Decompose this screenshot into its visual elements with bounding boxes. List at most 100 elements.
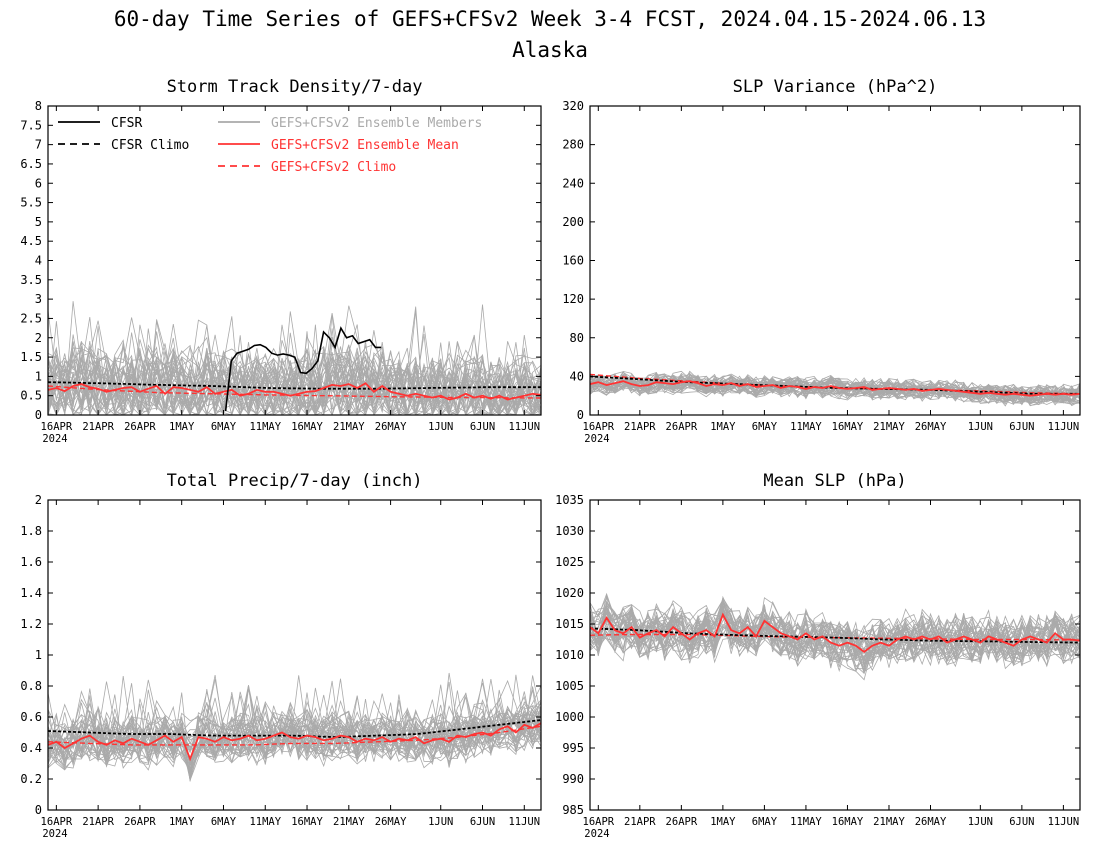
x-tick-label: 21MAY xyxy=(873,816,905,828)
legend-label: CFSR Climo xyxy=(111,138,189,153)
y-tick-label: 1005 xyxy=(555,679,584,693)
x-tick-label: 21MAY xyxy=(333,816,365,828)
ensemble-members xyxy=(48,672,541,782)
y-tick-label: 995 xyxy=(562,741,584,755)
ensemble-member-line xyxy=(590,371,1080,403)
y-tick-label: 1.6 xyxy=(20,555,42,569)
x-tick-label: 16MAY xyxy=(291,421,323,433)
x-tick-label: 26MAY xyxy=(375,421,407,433)
legend-label: GEFS+CFSv2 Ensemble Mean xyxy=(271,138,459,153)
plot-area xyxy=(590,592,1080,681)
plot-area xyxy=(48,301,541,415)
ensemble-member-line xyxy=(590,605,1080,667)
ensemble-member-line xyxy=(590,596,1080,668)
x-tick-label: 21APR xyxy=(624,816,656,828)
x-tick-label: 11JUN xyxy=(1048,816,1080,828)
ensemble-member-line xyxy=(590,606,1080,664)
panel-title: Storm Track Density/7-day xyxy=(167,77,423,97)
x-tick-label: 26APR xyxy=(666,421,698,433)
y-tick-label: 160 xyxy=(562,254,584,268)
y-tick-label: 240 xyxy=(562,176,584,190)
x-tick-label: 21MAY xyxy=(333,421,365,433)
x-tick-label: 21APR xyxy=(82,421,114,433)
x-tick-label: 6JUN xyxy=(470,816,495,828)
y-tick-label: 40 xyxy=(570,369,584,383)
y-tick-label: 6 xyxy=(35,176,42,190)
y-tick-label: 3 xyxy=(35,292,42,306)
x-tick-label: 11JUN xyxy=(1048,421,1080,433)
y-tick-label: 0.2 xyxy=(20,772,42,786)
legend-label: GEFS+CFSv2 Ensemble Members xyxy=(271,116,482,131)
y-tick-label: 4 xyxy=(35,254,42,268)
y-tick-label: 1 xyxy=(35,648,42,662)
y-tick-label: 0 xyxy=(35,408,42,422)
slp-variance-panel: SLP Variance (hPa^2) 0 40 80 120 160 200 240 280… xyxy=(562,77,1081,445)
y-tick-label: 0.4 xyxy=(20,741,42,755)
x-tick-label: 16APR xyxy=(41,421,73,433)
plot-area xyxy=(590,370,1080,407)
figure-title-line2: Alaska xyxy=(512,38,588,62)
y-tick-label: 990 xyxy=(562,772,584,786)
y-tick-label: 6.5 xyxy=(20,157,42,171)
y-tick-label: 120 xyxy=(562,292,584,306)
x-tick-label: 26APR xyxy=(124,816,156,828)
cfsr-line xyxy=(224,326,382,412)
ensemble-member-line xyxy=(48,332,541,415)
x-tick-label: 11MAY xyxy=(249,421,281,433)
x-tick-label: 26MAY xyxy=(915,816,947,828)
cfsr-climo-line xyxy=(590,627,1080,644)
y-tick-label: 0 xyxy=(577,408,584,422)
panel-title: Mean SLP (hPa) xyxy=(763,471,906,491)
ensemble-mean-line xyxy=(590,612,1080,654)
x-tick-label: 16APR xyxy=(41,816,73,828)
ensemble-member-line xyxy=(590,377,1080,405)
ensemble-member-line xyxy=(590,376,1080,403)
y-tick-label: 1030 xyxy=(555,524,584,538)
ensemble-member-line xyxy=(590,617,1080,672)
x-tick-label: 1MAY xyxy=(169,816,195,828)
storm-track-panel: Storm Track Density/7-day 0 0.5 1 1.5 2 2.5 3 3.… xyxy=(20,77,542,445)
ensemble-mean-line xyxy=(48,382,541,401)
y-tick-label: 1020 xyxy=(555,586,584,600)
plot-area xyxy=(48,672,541,782)
ensemble-member-line xyxy=(590,374,1080,404)
ensemble-member-line xyxy=(48,714,541,781)
y-tick-label: 7.5 xyxy=(20,118,42,132)
x-tick-label: 16MAY xyxy=(832,421,864,433)
ensemble-mean-line xyxy=(590,380,1080,397)
x-tick-label: 11MAY xyxy=(790,816,822,828)
y-tick-label: 1.5 xyxy=(20,350,42,364)
ensemble-climo-line xyxy=(590,373,1080,395)
ensemble-member-line xyxy=(590,595,1080,668)
y-tick-label: 1015 xyxy=(555,617,584,631)
ensemble-member-line xyxy=(48,334,541,415)
x-tick-label: 6JUN xyxy=(470,421,495,433)
panel-title: Total Precip/7-day (inch) xyxy=(167,471,423,491)
y-tick-label: 1035 xyxy=(555,493,584,507)
x-tick-label: 11JUN xyxy=(508,816,540,828)
x-tick-label: 26APR xyxy=(124,421,156,433)
y-tick-label: 80 xyxy=(570,331,584,345)
legend: CFSR CFSR Climo GEFS+CFSv2 Ensemble Member… xyxy=(58,116,482,175)
legend-label: GEFS+CFSv2 Climo xyxy=(271,160,396,175)
x-tick-label: 1JUN xyxy=(968,421,993,433)
y-tick-label: 1.8 xyxy=(20,524,42,538)
x-tick-label: 11MAY xyxy=(790,421,822,433)
x-tick-label: 21APR xyxy=(624,421,656,433)
x-tick-label: 16MAY xyxy=(832,816,864,828)
x-year-label: 2024 xyxy=(584,828,609,840)
x-tick-label: 16MAY xyxy=(291,816,323,828)
ensemble-member-line xyxy=(48,324,541,415)
x-tick-label: 1JUN xyxy=(428,816,453,828)
ensemble-member-line xyxy=(590,607,1080,673)
ensemble-members xyxy=(590,592,1080,681)
x-tick-label: 6JUN xyxy=(1009,421,1034,433)
ensemble-member-line xyxy=(48,334,541,415)
x-year-label: 2024 xyxy=(42,433,67,445)
y-tick-label: 5 xyxy=(35,215,42,229)
y-tick-label: 2 xyxy=(35,331,42,345)
panel-title: SLP Variance (hPa^2) xyxy=(733,77,938,97)
x-tick-label: 1JUN xyxy=(428,421,453,433)
ensemble-member-line xyxy=(590,374,1080,404)
